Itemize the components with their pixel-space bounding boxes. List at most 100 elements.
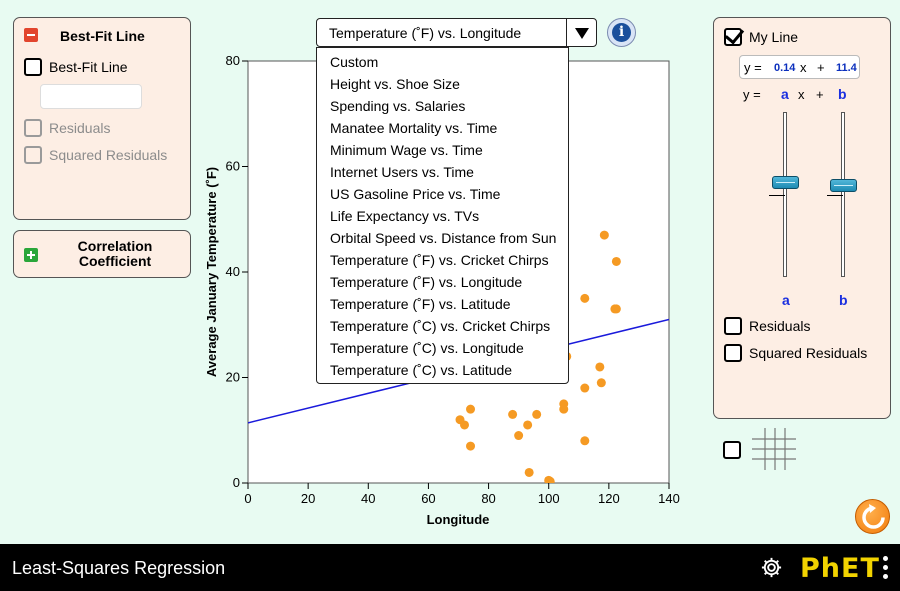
chevron-down-icon[interactable] [566, 19, 596, 46]
form-plus: + [816, 87, 824, 102]
kebab-icon[interactable] [883, 556, 889, 580]
best-fit-title: Best-Fit Line [60, 28, 145, 44]
slider-b-label: b [839, 292, 848, 308]
data-point[interactable] [580, 293, 590, 303]
y-tick-label: 80 [226, 53, 240, 68]
eq-y: y = [744, 60, 762, 75]
slider-b-track[interactable] [841, 112, 845, 277]
eq-plus: + [817, 60, 825, 75]
data-point[interactable] [596, 378, 606, 388]
dataset-option[interactable]: Temperature (˚F) vs. Cricket Chirps [330, 252, 549, 268]
best-fit-checkbox-label: Best-Fit Line [49, 59, 128, 75]
gear-icon[interactable] [760, 556, 783, 579]
dataset-option[interactable]: Life Expectancy vs. TVs [330, 208, 480, 224]
form-b: b [838, 86, 847, 102]
slider-a-thumb[interactable] [772, 175, 799, 189]
form-x: x [798, 87, 805, 102]
data-point[interactable] [514, 431, 524, 441]
my-line-checkbox[interactable] [724, 28, 742, 46]
slider-b-zero-tick [827, 195, 843, 196]
x-tick-label: 0 [244, 491, 251, 506]
dataset-option[interactable]: Minimum Wage vs. Time [330, 142, 483, 158]
correlation-title: Correlation Coefficient [54, 239, 176, 269]
data-point[interactable] [545, 476, 555, 486]
grid-icon[interactable] [752, 428, 796, 470]
my-line-squared-residuals-label: Squared Residuals [749, 345, 868, 361]
slider-b-thumb[interactable] [830, 179, 857, 193]
data-point[interactable] [599, 230, 609, 240]
data-point[interactable] [580, 436, 590, 446]
x-tick-label: 100 [538, 491, 560, 506]
dataset-option[interactable]: Manatee Mortality vs. Time [330, 120, 498, 136]
dataset-select-value: Temperature (˚F) vs. Longitude [329, 25, 522, 41]
my-line-panel: My Line y = 0.14 x + 11.4 y = a x + b a … [713, 17, 891, 419]
collapse-icon[interactable] [24, 28, 38, 42]
expand-icon[interactable] [24, 248, 38, 262]
x-tick-label: 20 [301, 491, 315, 506]
my-line-squared-residuals-checkbox[interactable] [724, 344, 742, 362]
best-fit-checkbox[interactable] [24, 58, 42, 76]
slider-a-label: a [782, 292, 790, 308]
slider-a-zero-tick [769, 195, 785, 196]
info-button[interactable]: i [607, 18, 636, 47]
dataset-option[interactable]: Temperature (˚F) vs. Longitude [330, 274, 523, 290]
dataset-option[interactable]: Temperature (˚F) vs. Latitude [330, 296, 511, 312]
slider-a-track[interactable] [783, 112, 787, 277]
dataset-option[interactable]: Custom [330, 54, 379, 70]
dataset-option[interactable]: Orbital Speed vs. Distance from Sun [330, 230, 557, 246]
correlation-panel: Correlation Coefficient [13, 230, 191, 278]
phet-logo[interactable]: PhET [800, 553, 880, 584]
data-point[interactable] [524, 467, 534, 477]
my-line-equation: y = 0.14 x + 11.4 [739, 55, 860, 79]
form-a: a [781, 86, 789, 102]
data-point[interactable] [559, 399, 569, 409]
my-line-residuals-label: Residuals [749, 318, 811, 334]
data-point[interactable] [611, 304, 621, 314]
data-point[interactable] [595, 362, 605, 372]
best-fit-residuals-checkbox[interactable] [24, 119, 42, 137]
best-fit-squared-residuals-label: Squared Residuals [49, 147, 168, 163]
data-point[interactable] [523, 420, 533, 430]
my-line-label: My Line [749, 29, 799, 45]
dataset-option[interactable]: Height vs. Shoe Size [330, 76, 460, 92]
x-tick-label: 80 [481, 491, 495, 506]
dataset-select[interactable]: Temperature (˚F) vs. Longitude [316, 18, 597, 47]
eq-b-value: 11.4 [836, 62, 857, 74]
data-point[interactable] [532, 409, 542, 419]
eq-a-value: 0.14 [774, 62, 796, 74]
y-tick-label: 60 [226, 159, 240, 174]
best-fit-panel: Best-Fit Line Best-Fit Line Residuals Sq… [13, 17, 191, 220]
reset-button[interactable] [855, 499, 890, 534]
best-fit-squared-residuals-checkbox[interactable] [24, 146, 42, 164]
eq-x: x [800, 60, 807, 75]
my-line-residuals-checkbox[interactable] [724, 317, 742, 335]
correlation-title-line2: Coefficient [78, 253, 152, 269]
data-point[interactable] [580, 383, 590, 393]
best-fit-equation-box [40, 84, 142, 109]
info-icon: i [612, 23, 631, 42]
y-tick-label: 0 [233, 475, 240, 490]
dataset-option[interactable]: Temperature (˚C) vs. Longitude [330, 340, 524, 356]
form-y: y = [743, 87, 761, 102]
data-point[interactable] [466, 441, 476, 451]
x-axis-title: Longitude [427, 512, 490, 527]
y-tick-label: 20 [226, 370, 240, 385]
correlation-title-line1: Correlation [77, 238, 153, 254]
navigation-bar: Least-Squares Regression PhET [0, 544, 900, 591]
dataset-option[interactable]: Temperature (˚C) vs. Latitude [330, 362, 513, 378]
data-point[interactable] [508, 409, 518, 419]
y-tick-label: 40 [226, 264, 240, 279]
y-axis-title: Average January Temperature (˚F) [204, 167, 219, 377]
data-point[interactable] [611, 256, 621, 266]
data-point[interactable] [460, 420, 470, 430]
reset-icon [862, 504, 885, 529]
dataset-option[interactable]: Temperature (˚C) vs. Cricket Chirps [330, 318, 551, 334]
dataset-option[interactable]: US Gasoline Price vs. Time [330, 186, 501, 202]
x-tick-label: 60 [421, 491, 435, 506]
data-point[interactable] [466, 404, 476, 414]
dataset-option[interactable]: Spending vs. Salaries [330, 98, 466, 114]
x-tick-label: 120 [598, 491, 620, 506]
grid-checkbox[interactable] [723, 441, 741, 459]
dataset-list: Custom Height vs. Shoe Size Spending vs. S… [316, 47, 569, 384]
dataset-option[interactable]: Internet Users vs. Time [330, 164, 474, 180]
